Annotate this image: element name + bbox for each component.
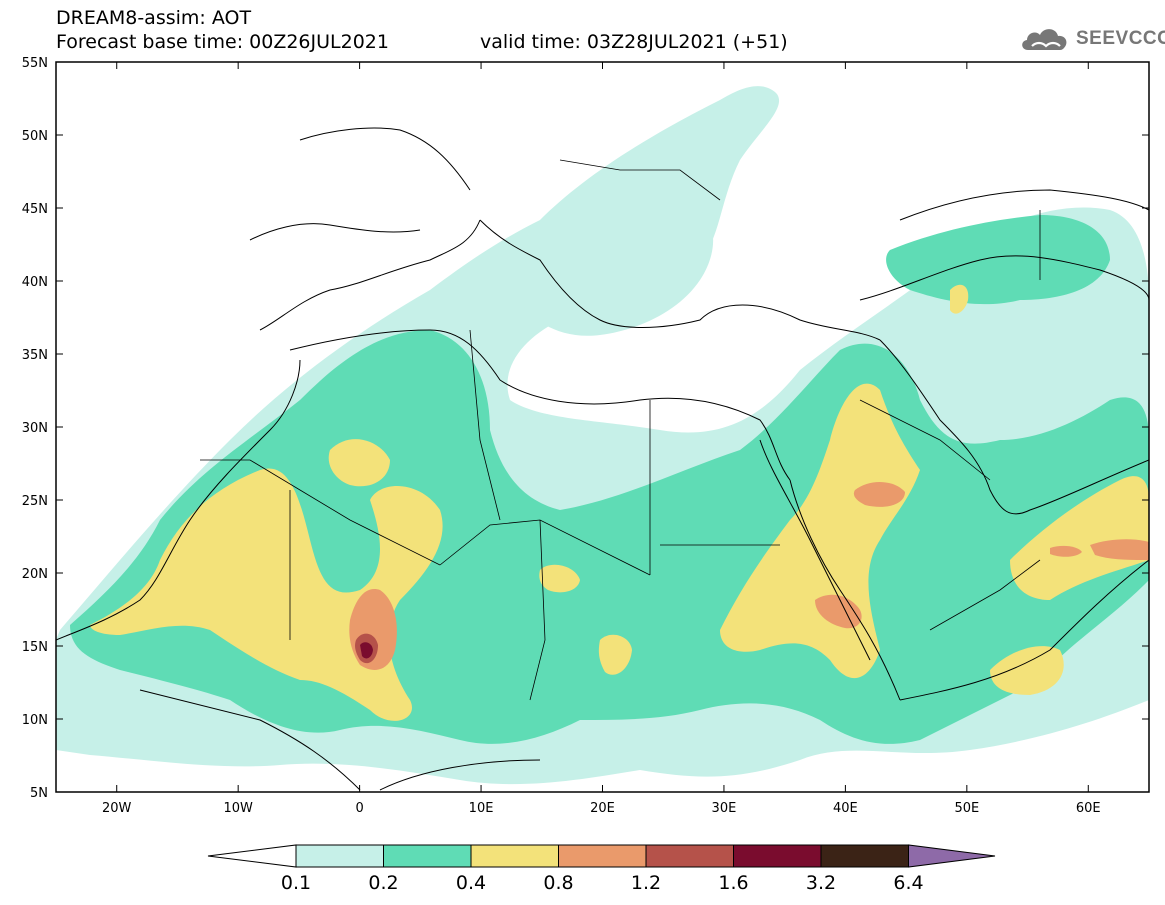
- colorbar-label: 0.1: [281, 872, 311, 894]
- country-borders: [200, 159, 1041, 701]
- colorbar-under-arrow: [207, 844, 297, 868]
- colorbar-label: 3.2: [806, 872, 836, 894]
- valid-time: valid time: 03Z28JUL2021 (+51): [480, 31, 788, 53]
- cloud-icon: [1022, 29, 1067, 50]
- longitude-axis: 20W 10W 0 10E 20E 30E 40E 50E 60E: [102, 62, 1101, 816]
- logo-text: SEEVCCC: [1076, 28, 1165, 49]
- lon-tick-label: 50E: [954, 801, 979, 816]
- colorbar-label: 0.2: [368, 872, 398, 894]
- colorbar-label: 0.4: [456, 872, 486, 894]
- latitude-axis: 55N 50N 45N 40N 35N 30N 25N 20N 15N 10N 5N: [22, 56, 1149, 801]
- lat-tick-label: 40N: [22, 275, 48, 290]
- lat-tick-label: 20N: [22, 567, 48, 582]
- colorbar-bin: [383, 844, 472, 868]
- lon-tick-label: 30E: [712, 801, 737, 816]
- lon-tick-label: 10W: [223, 801, 253, 816]
- lat-tick-label: 5N: [30, 786, 48, 801]
- colorbar-label: 6.4: [893, 872, 923, 894]
- colorbar-bin: [558, 844, 647, 868]
- aot-field-1.6-3.2: [360, 642, 373, 659]
- lon-tick-label: 20E: [590, 801, 615, 816]
- aot-colorbar: 0.1 0.2 0.4 0.8 1.2 1.6 3.2 6.4: [207, 844, 996, 894]
- lat-tick-label: 45N: [22, 202, 48, 217]
- lon-tick-label: 40E: [833, 801, 858, 816]
- coastlines: [56, 127, 1149, 791]
- colorbar-label: 0.8: [543, 872, 573, 894]
- lat-tick-label: 10N: [22, 713, 48, 728]
- lat-tick-label: 35N: [22, 348, 48, 363]
- lat-tick-label: 15N: [22, 640, 48, 655]
- colorbar-bin: [820, 844, 909, 868]
- lon-tick-label: 20W: [102, 801, 132, 816]
- lat-tick-label: 55N: [22, 56, 48, 71]
- aot-field-0.4-0.8: [90, 284, 1149, 721]
- map-title: DREAM8-assim: AOT: [56, 7, 252, 29]
- colorbar-label: 1.2: [631, 872, 661, 894]
- lat-tick-label: 25N: [22, 494, 48, 509]
- colorbar-bin: [733, 844, 822, 868]
- seevccc-logo: SEEVCCC: [1018, 22, 1165, 56]
- colorbar-bin: [645, 844, 734, 868]
- lat-tick-label: 30N: [22, 421, 48, 436]
- colorbar-label: 1.6: [718, 872, 748, 894]
- forecast-base-time: Forecast base time: 00Z26JUL2021: [56, 31, 389, 53]
- lon-tick-label: 0: [355, 801, 363, 816]
- colorbar-over-arrow: [908, 844, 996, 868]
- lon-tick-label: 10E: [469, 801, 494, 816]
- colorbar-bin: [295, 844, 384, 868]
- lat-tick-label: 50N: [22, 129, 48, 144]
- lon-tick-label: 60E: [1076, 801, 1101, 816]
- colorbar-bin: [470, 844, 559, 868]
